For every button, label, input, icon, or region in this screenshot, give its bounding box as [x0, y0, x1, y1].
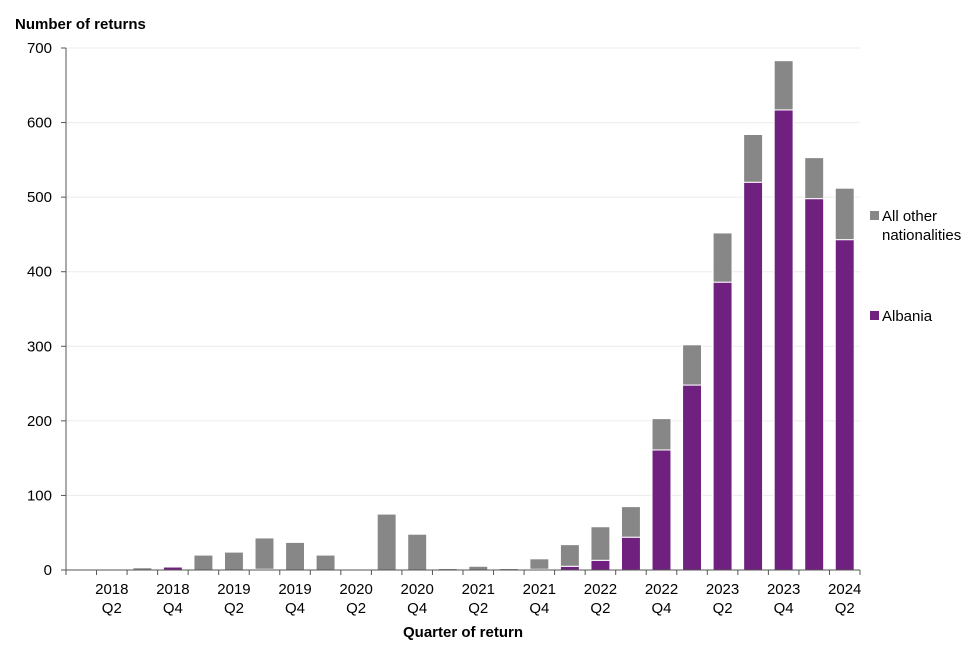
- y-tick-label: 0: [44, 562, 52, 579]
- bar-segment: [651, 418, 672, 451]
- bar-segment: [834, 187, 855, 241]
- bar-segment: [743, 181, 764, 571]
- y-tick-label: 500: [27, 189, 52, 206]
- y-tick-label: 700: [27, 40, 52, 57]
- x-tick-label: 2018 Q4: [156, 581, 189, 617]
- y-tick-label: 200: [27, 413, 52, 430]
- y-tick-label: 400: [27, 264, 52, 281]
- x-tick-label: 2018 Q2: [95, 581, 128, 617]
- bar-segment: [590, 559, 611, 571]
- bar-segment: [285, 541, 306, 571]
- bar-segment: [376, 513, 397, 571]
- bar-segment: [254, 537, 275, 570]
- bar-segment: [804, 157, 825, 200]
- bar-segment: [773, 60, 794, 111]
- y-tick-label: 600: [27, 115, 52, 132]
- x-tick-label: 2021 Q2: [462, 581, 495, 617]
- bar-segment: [559, 565, 580, 571]
- x-tick-label: 2022 Q4: [645, 581, 678, 617]
- bar-segment: [468, 565, 489, 571]
- x-tick-label: 2019 Q2: [217, 581, 250, 617]
- bar-segment: [315, 554, 336, 571]
- bar-segment: [620, 536, 641, 571]
- bar-segment: [651, 449, 672, 571]
- x-tick-label: 2022 Q2: [584, 581, 617, 617]
- legend-label: All other nationalities: [882, 208, 961, 244]
- bar-segment: [682, 384, 703, 571]
- x-tick-label: 2019 Q4: [278, 581, 311, 617]
- x-tick-label: 2021 Q4: [523, 581, 556, 617]
- bar-segment: [590, 526, 611, 561]
- bar-segment: [529, 558, 550, 570]
- bar-segment: [804, 198, 825, 571]
- y-tick-label: 300: [27, 338, 52, 355]
- bar-segment: [773, 109, 794, 571]
- bar-segment: [193, 554, 214, 571]
- bar-segment: [682, 344, 703, 386]
- x-tick-label: 2023 Q4: [767, 581, 800, 617]
- bar-segment: [712, 232, 733, 283]
- bar-segment: [743, 134, 764, 183]
- bar-segment: [407, 533, 428, 571]
- legend-swatch: [870, 211, 879, 220]
- y-axis-title: Number of returns: [15, 16, 146, 33]
- x-tick-label: 2023 Q2: [706, 581, 739, 617]
- y-tick-label: 100: [27, 487, 52, 504]
- legend-label: Albania: [882, 308, 933, 325]
- bar-segment: [834, 239, 855, 571]
- x-tick-label: 2024 Q2: [828, 581, 861, 617]
- bar-segment: [620, 506, 641, 538]
- bar-segment: [162, 565, 183, 568]
- bar-segment: [712, 281, 733, 571]
- x-tick-label: 2020 Q4: [401, 581, 434, 617]
- bar-segment: [223, 551, 244, 571]
- x-tick-label: 2020 Q2: [339, 581, 372, 617]
- bar-segment: [559, 544, 580, 567]
- legend-swatch: [870, 311, 879, 320]
- x-axis-title: Quarter of return: [403, 624, 523, 641]
